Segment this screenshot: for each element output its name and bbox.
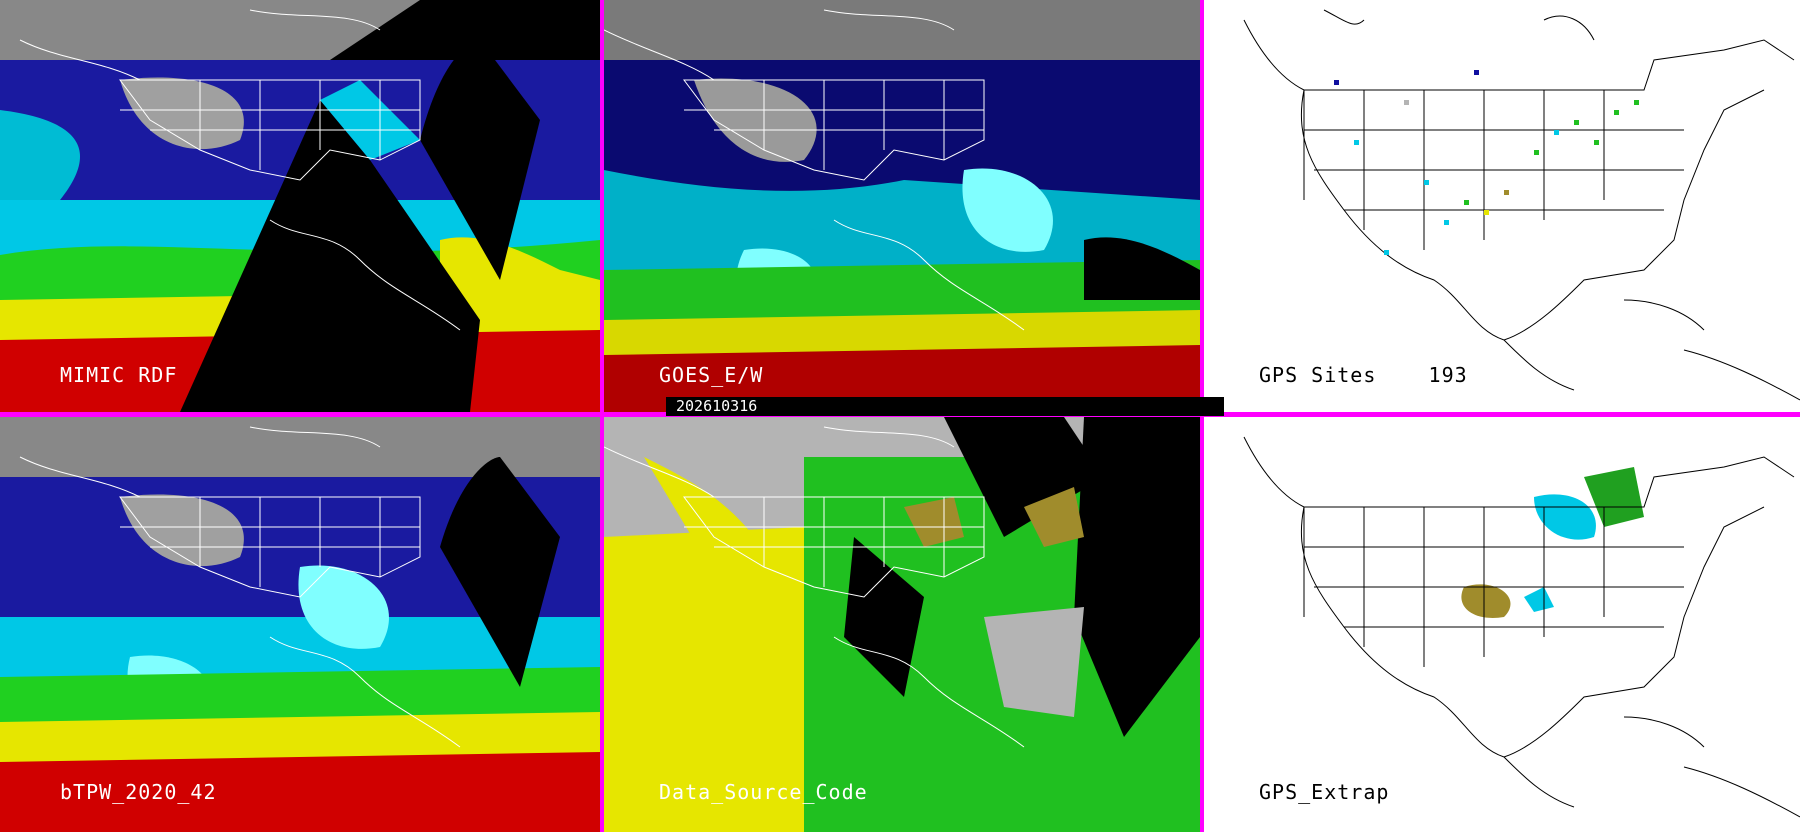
gps-site-markers	[1334, 70, 1639, 255]
panel-goes-ew[interactable]: GOES_E/W	[604, 0, 1200, 412]
panel-label: MIMIC RDF	[60, 363, 178, 387]
panel-label: GPS Sites 193	[1259, 363, 1468, 387]
mimic-rdf-map	[0, 0, 600, 412]
panel-label: GOES_E/W	[659, 363, 764, 387]
panel-mimic-rdf[interactable]: MIMIC RDF	[0, 0, 600, 412]
panel-label: GPS_Extrap	[1259, 780, 1390, 804]
panel-gps-sites[interactable]: GPS Sites 193	[1204, 0, 1800, 412]
date-stamp: 202610316	[666, 397, 1224, 416]
panel-label: Data_Source_Code	[659, 780, 868, 804]
panel-gps-extrap[interactable]: GPS_Extrap	[1204, 417, 1800, 832]
btpw-map	[0, 417, 600, 832]
goes-ew-map	[604, 0, 1200, 412]
gps-sites-map	[1204, 0, 1800, 412]
data-source-code-map	[604, 417, 1200, 832]
gps-extrap-map	[1204, 417, 1800, 832]
panel-btpw[interactable]: bTPW_2020_42	[0, 417, 600, 832]
panel-label: bTPW_2020_42	[60, 780, 217, 804]
panel-data-source-code[interactable]: Data_Source_Code	[604, 417, 1200, 832]
